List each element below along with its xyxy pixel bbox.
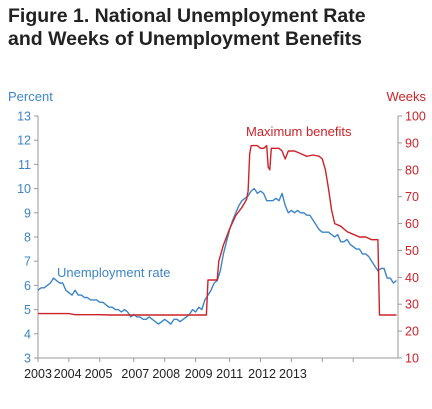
chart-title: Figure 1. National Unemployment Rate and… — [8, 5, 428, 51]
x-tick-label: 2008 — [152, 367, 180, 381]
left-tick-label: 3 — [24, 352, 31, 366]
right-tick-label: 70 — [405, 190, 419, 204]
left-tick-label: 4 — [24, 327, 31, 341]
left-tick-label: 13 — [17, 110, 31, 124]
right-tick-label: 80 — [405, 163, 419, 177]
unemployment-rate-line — [37, 187, 397, 325]
right-tick-label: 50 — [405, 244, 419, 258]
series-label-unemployment-rate: Unemployment rate — [57, 265, 170, 280]
right-tick-label: 20 — [405, 325, 419, 339]
x-tick-label: 2009 — [185, 367, 213, 381]
x-tick-label: 2004 — [54, 367, 82, 381]
x-tick-label: 2013 — [279, 367, 307, 381]
chart-title-line-1: Figure 1. National Unemployment Rate — [8, 5, 366, 27]
left-axis-title: Percent — [8, 89, 53, 104]
x-tick-label: 2012 — [248, 367, 276, 381]
chart-title-line-2: and Weeks of Unemployment Benefits — [8, 28, 362, 50]
right-tick-label: 40 — [405, 271, 419, 285]
left-tick-label: 5 — [24, 303, 31, 317]
right-tick-label: 60 — [405, 217, 419, 231]
left-tick-label: 12 — [17, 134, 31, 148]
left-tick-label: 10 — [17, 182, 31, 196]
axes: 3 4 5 6 7 8 9 10 11 12 13 10 20 30 40 50 60 70 80 90 100 2003… — [17, 110, 426, 382]
x-tick-label: 2005 — [85, 367, 113, 381]
left-tick-label: 9 — [24, 206, 31, 220]
right-tick-label: 90 — [405, 136, 419, 150]
x-tick-label: 2003 — [24, 367, 52, 381]
x-tick-label: 2007 — [121, 367, 149, 381]
series-label-maximum-benefits: Maximum benefits — [246, 124, 352, 139]
right-tick-label: 10 — [405, 352, 419, 366]
left-tick-label: 11 — [18, 158, 31, 172]
left-tick-label: 8 — [24, 231, 31, 245]
series-lines — [37, 144, 397, 325]
right-tick-label: 100 — [405, 110, 426, 124]
right-tick-label: 30 — [405, 298, 419, 312]
maximum-benefits-line — [38, 144, 397, 316]
x-tick-label: 2011 — [216, 367, 243, 381]
left-tick-label: 6 — [24, 279, 31, 293]
left-tick-label: 7 — [24, 255, 31, 269]
right-axis-title: Weeks — [387, 89, 427, 104]
